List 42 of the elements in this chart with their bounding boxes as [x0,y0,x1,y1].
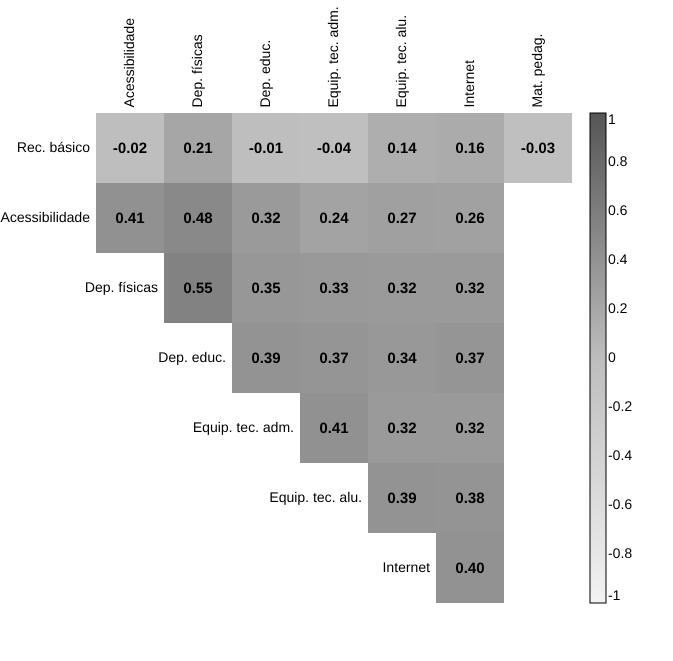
data-label: 0.32 [455,420,485,437]
color-bar-label: -0.2 [608,398,632,414]
color-bar-label: -1 [608,587,621,603]
color-bar-label: 0 [608,349,616,365]
x-tick-label: Internet [461,60,477,108]
color-bar-label: 0.8 [608,153,628,169]
data-label: 0.38 [455,490,485,507]
data-label: 0.37 [455,350,485,367]
color-bar-label: 1 [608,111,616,127]
data-label: 0.48 [183,210,213,227]
data-label: 0.27 [387,210,417,227]
data-label: 0.39 [251,350,281,367]
data-label: -0.01 [248,140,284,157]
data-label: 0.35 [251,280,281,297]
data-label: 0.32 [387,420,417,437]
data-label: 0.40 [455,560,485,577]
data-label: 0.41 [319,420,349,437]
data-label: -0.04 [316,140,352,157]
x-tick-label: Mat. pedag. [529,34,545,108]
data-label: -0.03 [520,140,556,157]
data-label: 0.41 [115,210,145,227]
data-label: 0.39 [387,490,417,507]
data-label: 0.34 [387,350,418,367]
color-bar-label: 0.6 [608,202,628,218]
data-label: 0.32 [251,210,281,227]
data-label: 0.14 [387,140,418,157]
data-label: 0.24 [319,210,350,227]
y-tick-label: Rec. básico [16,139,90,155]
data-label: 0.37 [319,350,349,367]
data-label: 0.21 [183,140,213,157]
data-label: 0.55 [183,280,213,297]
data-label: -0.02 [112,140,148,157]
data-label: 0.33 [319,280,349,297]
color-bar-label: 0.2 [608,300,628,316]
color-bar-label: 0.4 [608,251,628,267]
data-label: 0.32 [455,280,485,297]
data-label: 0.26 [455,210,485,227]
color-bar-label: -0.6 [608,496,632,512]
color-bar-label: -0.8 [608,545,632,561]
data-label: 0.16 [455,140,485,157]
color-bar-label: -0.4 [608,447,632,463]
data-label: 0.32 [387,280,417,297]
